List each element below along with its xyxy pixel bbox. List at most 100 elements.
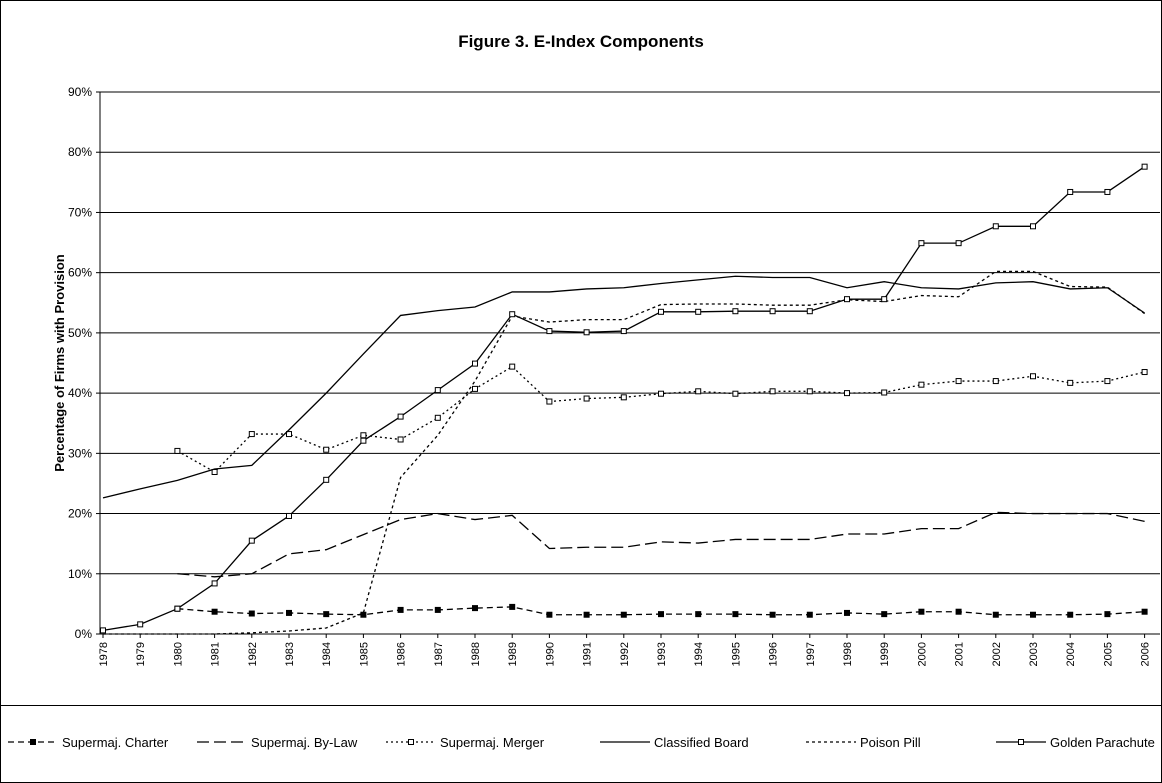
x-tick-label: 1996 xyxy=(768,642,780,666)
x-tick-label: 2006 xyxy=(1140,642,1152,666)
x-tick-label: 1999 xyxy=(879,642,891,666)
x-tick-label: 1984 xyxy=(321,642,333,666)
point-marker xyxy=(286,609,292,616)
point-marker xyxy=(583,329,590,336)
point-marker xyxy=(323,446,330,453)
point-marker xyxy=(1104,378,1111,385)
point-marker xyxy=(620,328,627,335)
y-tick-label: 30% xyxy=(68,446,92,460)
point-marker xyxy=(509,311,516,318)
x-tick-label: 1990 xyxy=(544,642,556,666)
point-marker xyxy=(397,436,404,443)
point-marker xyxy=(844,390,850,397)
point-marker xyxy=(769,308,776,315)
point-marker xyxy=(844,296,850,303)
point-marker xyxy=(137,621,144,628)
x-tick-label: 1978 xyxy=(98,642,110,666)
point-marker xyxy=(546,398,553,405)
point-marker xyxy=(248,431,255,438)
x-tick-label: 1985 xyxy=(358,642,370,666)
x-tick-label: 1997 xyxy=(805,642,817,666)
point-marker xyxy=(509,603,516,610)
point-marker xyxy=(360,611,367,618)
point-marker xyxy=(881,611,888,618)
y-tick-label: 20% xyxy=(68,507,92,521)
legend-marker xyxy=(30,739,36,745)
legend-label: Golden Parachute xyxy=(1050,735,1155,750)
point-marker xyxy=(955,378,962,385)
point-marker xyxy=(732,611,739,618)
point-marker xyxy=(844,609,850,616)
legend-label: Poison Pill xyxy=(860,735,921,750)
x-tick-label: 1991 xyxy=(582,642,594,666)
x-tick-label: 1986 xyxy=(396,642,408,666)
point-marker xyxy=(695,611,702,618)
point-marker xyxy=(881,389,888,396)
point-marker xyxy=(472,385,478,392)
point-marker xyxy=(806,308,813,315)
point-marker xyxy=(769,611,776,618)
point-marker xyxy=(360,432,367,439)
point-marker xyxy=(620,611,627,618)
y-tick-label: 0% xyxy=(75,627,93,641)
point-marker xyxy=(732,390,739,397)
y-tick-label: 70% xyxy=(68,205,92,219)
legend-label: Supermaj. By-Law xyxy=(251,735,358,750)
legend-label: Supermaj. Charter xyxy=(62,735,169,750)
point-marker xyxy=(658,611,664,618)
point-marker xyxy=(397,413,404,420)
point-marker xyxy=(1141,608,1148,615)
point-marker xyxy=(248,610,255,617)
point-marker xyxy=(992,611,999,618)
point-marker xyxy=(806,388,813,395)
point-marker xyxy=(434,387,441,394)
point-marker xyxy=(211,580,218,587)
point-marker xyxy=(918,381,925,388)
point-marker xyxy=(174,447,181,454)
y-tick-label: 10% xyxy=(68,567,92,581)
point-marker xyxy=(546,328,553,335)
x-tick-label: 1980 xyxy=(172,642,184,666)
y-tick-label: 60% xyxy=(68,266,92,280)
point-marker xyxy=(1141,163,1148,170)
x-tick-label: 1979 xyxy=(135,642,147,666)
point-marker xyxy=(360,437,367,444)
point-marker xyxy=(583,395,590,402)
point-marker xyxy=(323,611,330,618)
x-tick-label: 2004 xyxy=(1065,642,1077,666)
point-marker xyxy=(695,308,702,315)
point-marker xyxy=(1030,611,1036,618)
legend-label: Supermaj. Merger xyxy=(440,735,545,750)
x-tick-label: 1989 xyxy=(507,642,519,666)
series-line xyxy=(102,275,1145,499)
point-marker xyxy=(1067,611,1074,618)
point-marker xyxy=(1141,369,1148,376)
y-tick-label: 40% xyxy=(68,386,92,400)
x-tick-label: 1992 xyxy=(619,642,631,666)
x-tick-label: 1993 xyxy=(656,642,668,666)
x-tick-label: 1995 xyxy=(730,642,742,666)
x-tick-label: 1982 xyxy=(247,642,259,666)
point-marker xyxy=(211,608,218,615)
x-tick-label: 1994 xyxy=(693,642,705,666)
y-tick-label: 80% xyxy=(68,145,92,159)
point-marker xyxy=(881,296,888,303)
point-marker xyxy=(211,469,218,476)
x-tick-label: 2002 xyxy=(991,642,1003,666)
point-marker xyxy=(732,308,739,315)
point-marker xyxy=(1067,379,1074,386)
point-marker xyxy=(1030,373,1036,380)
y-tick-label: 50% xyxy=(68,326,92,340)
x-tick-label: 1998 xyxy=(842,642,854,666)
point-marker xyxy=(992,378,999,385)
point-marker xyxy=(323,476,330,483)
point-marker xyxy=(1030,223,1036,230)
series-line xyxy=(177,511,1145,578)
point-marker xyxy=(174,605,181,612)
point-marker xyxy=(918,240,925,247)
point-marker xyxy=(100,627,106,634)
point-marker xyxy=(658,308,664,315)
point-marker xyxy=(286,512,292,519)
